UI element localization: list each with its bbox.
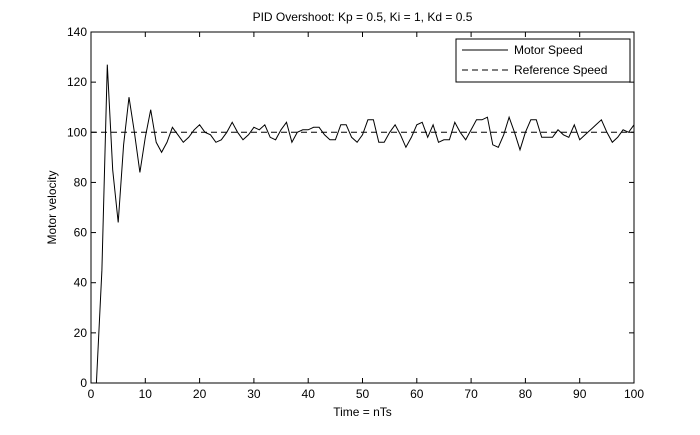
plot-area [91,32,634,383]
legend-label-reference-speed: Reference Speed [514,63,607,77]
y-tick-label: 40 [74,276,88,290]
series-line-motor-speed [95,64,635,384]
y-tick-label: 60 [74,226,88,240]
y-tick-label: 20 [74,326,88,340]
x-tick-label: 100 [624,387,644,401]
x-tick-label: 30 [247,387,261,401]
chart-title: PID Overshoot: Kp = 0.5, Ki = 1, Kd = 0.… [253,10,473,24]
x-tick-label: 60 [410,387,424,401]
x-tick-label: 70 [464,387,478,401]
x-tick-label: 40 [302,387,316,401]
legend: Motor Speed Reference Speed [455,38,631,83]
x-tick-label: 90 [573,387,587,401]
series-layer [91,64,635,384]
legend-box [455,38,631,83]
plot-frame [90,31,635,384]
x-tick-label: 20 [193,387,207,401]
y-tick-label: 80 [74,175,88,189]
y-tick-label: 100 [67,125,87,139]
x-tick-label: 10 [139,387,153,401]
y-axis-label: Motor velocity [45,170,59,244]
y-tick-label: 120 [67,75,87,89]
x-tick-label: 0 [88,387,95,401]
ticks-layer: 0 10 20 30 40 50 60 70 80 90 100 0 20 40 60 80 100 120 140 [67,25,644,401]
y-tick-label: 140 [67,25,87,39]
y-tick-label: 0 [80,376,87,390]
x-tick-label: 50 [356,387,370,401]
legend-label-motor-speed: Motor Speed [514,43,583,57]
x-tick-label: 80 [519,387,533,401]
x-axis-label: Time = nTs [333,405,392,419]
